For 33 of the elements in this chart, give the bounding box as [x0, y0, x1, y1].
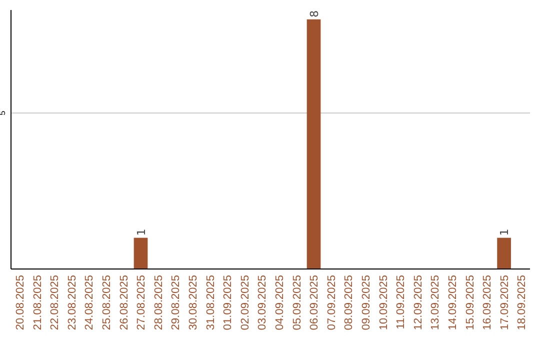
x-tick-label: 16.09.2025: [482, 275, 494, 330]
x-tick-label: 27.08.2025: [136, 275, 148, 330]
x-tick-label: 08.09.2025: [343, 275, 356, 330]
x-tick-label: 24.08.2025: [84, 275, 96, 330]
x-tick-label: 02.09.2025: [239, 275, 252, 330]
x-tick-label: 07.09.2025: [326, 275, 338, 330]
x-tick-label: 06.09.2025: [308, 275, 321, 330]
x-tick-label: 11.09.2025: [395, 275, 408, 330]
x-tick-label: 17.09.2025: [498, 275, 511, 330]
x-tick-label: 23.08.2025: [66, 275, 78, 330]
x-tick-label: 30.08.2025: [188, 275, 200, 330]
x-tick-label: 26.08.2025: [118, 275, 130, 330]
x-tick-label: 05.09.2025: [291, 275, 304, 330]
x-tick-label: 25.08.2025: [101, 275, 113, 330]
x-tick-label: 12.09.2025: [412, 275, 424, 330]
x-tick-label: 18.09.2025: [516, 275, 528, 330]
x-tick-label: 04.09.2025: [274, 275, 286, 330]
x-tick-label: 01.09.2025: [222, 275, 234, 330]
x-tick-label: 14.09.2025: [447, 275, 459, 330]
x-tick-label: 29.08.2025: [170, 275, 182, 330]
x-tick-label: 15.09.2025: [464, 275, 476, 330]
data-label: 1: [498, 228, 512, 236]
x-tick-label: 22.08.2025: [49, 275, 62, 330]
x-tick-label: 13.09.2025: [430, 275, 442, 330]
x-tick-label: 21.08.2025: [32, 275, 44, 330]
x-tick-label: 28.08.2025: [152, 275, 165, 330]
data-label: 8: [308, 10, 321, 18]
x-tick-label: 20.08.2025: [14, 275, 26, 330]
data-label: 1: [134, 228, 148, 236]
x-tick-label: 09.09.2025: [360, 275, 372, 330]
x-tick-label: 31.08.2025: [204, 275, 217, 330]
x-tick-label: 10.09.2025: [378, 275, 390, 330]
x-tick-label: 03.09.2025: [256, 275, 269, 330]
